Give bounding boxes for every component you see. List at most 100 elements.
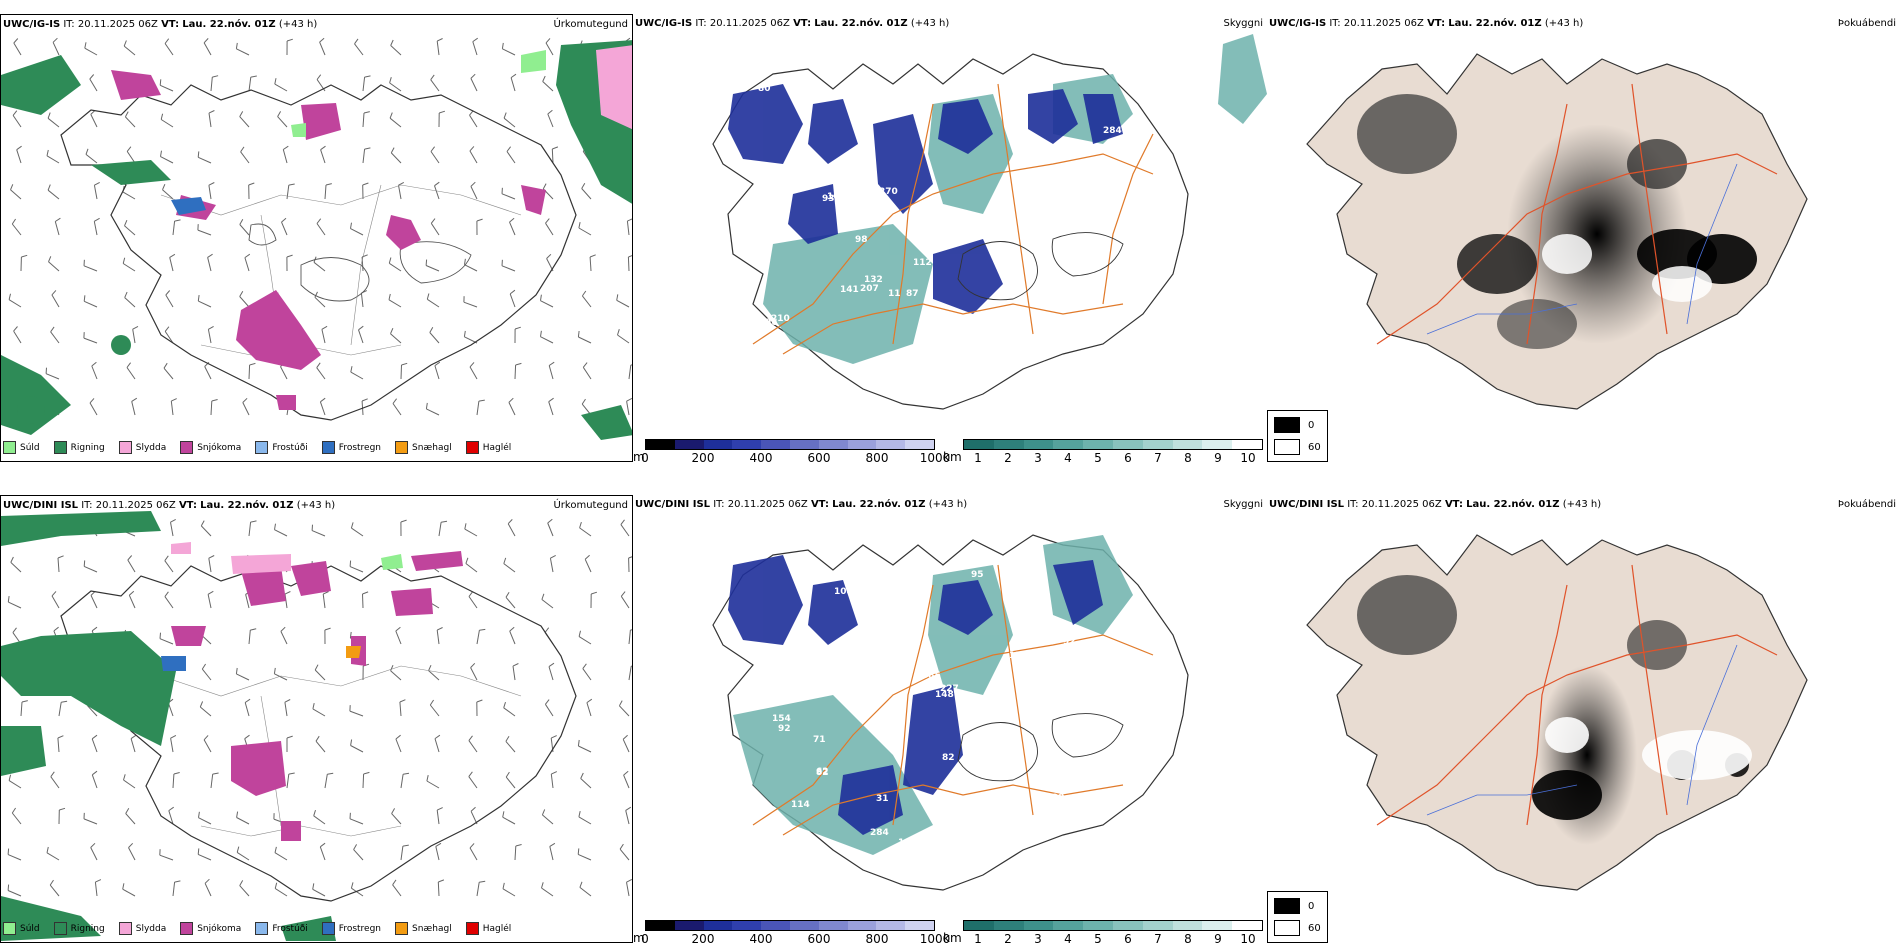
wind-barb — [319, 846, 326, 861]
wind-barb-flag — [350, 882, 354, 889]
wind-barb — [469, 150, 478, 164]
wind-barb — [91, 774, 98, 789]
visibility-value-label: 87 — [906, 289, 919, 299]
wind-barb — [208, 558, 212, 573]
panel-header: UWC/DINI ISL IT: 20.11.2025 06Z VT: Lau.… — [635, 499, 968, 510]
wind-barb — [239, 885, 250, 897]
colorbar-segment — [1232, 921, 1262, 930]
wind-barb — [316, 223, 326, 236]
legend-item: Rigning — [53, 441, 105, 454]
wind-barb-flag — [579, 881, 583, 888]
colorbar-segment — [1112, 440, 1143, 449]
wind-barb-flag — [242, 397, 248, 403]
visibility-value-label: 82 — [853, 121, 866, 131]
wind-barb-flag — [623, 770, 629, 776]
wind-barb-flag — [503, 701, 506, 708]
wind-barb — [620, 596, 630, 609]
wind-barb-flag — [545, 38, 551, 44]
wind-barb — [541, 887, 554, 897]
wind-barb — [509, 293, 516, 308]
colorbar-tick-label: 6 — [1124, 932, 1132, 943]
colorbar-tick-label: 4 — [1064, 932, 1072, 943]
wind-barb-flag — [620, 591, 626, 597]
wind-barb-flag — [122, 883, 125, 890]
wind-barb — [428, 670, 440, 681]
wind-barb-flag — [55, 217, 61, 222]
wind-barb — [164, 560, 174, 573]
wind-barb — [239, 116, 250, 128]
colorbar-segment — [1053, 440, 1084, 449]
wind-barb-flag — [548, 397, 554, 403]
wind-barb-flag — [479, 628, 486, 631]
wind-barb — [505, 596, 516, 609]
legend-item: Snjókoma — [180, 922, 241, 935]
wind-barb-flag — [49, 879, 54, 886]
visibility-value-label: 82 — [816, 768, 829, 778]
wind-barb-flag — [349, 631, 352, 639]
wind-barb — [468, 596, 478, 609]
wind-barb-flag — [46, 846, 49, 853]
wind-barb-flag — [542, 183, 547, 190]
wind-barb — [199, 706, 212, 717]
legend-item: Frostúði — [255, 922, 308, 935]
wind-barb-flag — [626, 878, 632, 883]
wind-barb — [83, 337, 98, 344]
fog-legend-row: 0 — [1274, 417, 1321, 433]
wind-barb — [248, 522, 252, 537]
wind-barb — [540, 336, 554, 344]
wind-barb-flag — [390, 147, 395, 154]
fog-legend-row: 60 — [1274, 920, 1321, 936]
wind-barb-flag — [545, 699, 550, 705]
wind-barb-flag — [470, 806, 476, 812]
wind-barb — [438, 522, 442, 537]
wind-barb-flag — [10, 184, 14, 190]
panel-parameter-title: Skyggni — [1223, 499, 1263, 510]
wind-barb — [50, 776, 60, 789]
colorbar-segment — [876, 440, 906, 449]
wind-barb-flag — [625, 806, 632, 811]
wind-barb — [620, 524, 630, 537]
wind-barb-flag — [362, 591, 369, 595]
colorbar-tick-label: 400 — [749, 451, 773, 462]
visibility-value-labels: 112 93 72 59 73 82 87 98 207 100 108 69 80 54 88 94 105 3… — [758, 84, 1131, 371]
colorbar-tick-label: 5 — [1094, 451, 1102, 462]
colorbar-segment — [847, 921, 877, 930]
visibility-value-label: 200 — [884, 570, 903, 580]
wind-barb-flag — [95, 879, 102, 883]
wind-barb-flag — [199, 701, 204, 708]
visibility-value-label: 102 — [1054, 319, 1073, 329]
legend-swatch — [180, 922, 194, 935]
wind-barb-flag — [391, 808, 396, 814]
visibility-m-colorbar: 0 200 400 600 800 1000 m — [633, 439, 950, 462]
wind-barb — [619, 705, 630, 717]
colorbar-segment — [1202, 440, 1233, 449]
wind-barb — [582, 668, 592, 681]
legend-item: Snjókoma — [180, 441, 241, 454]
wind-barb-flag — [426, 774, 429, 782]
wind-barb-flag — [435, 842, 442, 847]
wind-barb-flag — [159, 79, 162, 86]
legend-label: Frostregn — [338, 923, 382, 934]
wind-barb-flag — [400, 519, 407, 523]
colorbar-m-unit: m — [633, 931, 645, 943]
wind-barb-flag — [506, 146, 512, 152]
wind-barb-flag — [50, 771, 55, 777]
colorbar-tick-label: 8 — [1184, 451, 1192, 462]
visibility-value-label: 114 — [791, 800, 810, 810]
wind-barb — [90, 847, 98, 861]
wind-barb — [505, 741, 516, 753]
wind-barb — [350, 371, 364, 380]
wind-barb — [284, 702, 288, 717]
wind-barb-flag — [320, 145, 326, 151]
visibility-panel-top: UWC/IG-IS IT: 20.11.2025 06Z VT: Lau. 22… — [633, 14, 1267, 462]
wind-barb — [514, 364, 517, 380]
wind-barb — [582, 367, 592, 380]
visibility-value-label: 80 — [758, 84, 771, 94]
wind-barb — [210, 400, 213, 416]
wind-barb — [430, 223, 440, 236]
wind-barb-flag — [550, 735, 557, 739]
wind-barb-flag — [315, 735, 320, 742]
visibility-value-label: 95 — [971, 570, 984, 580]
wind-barb-flag — [321, 325, 328, 330]
rain-areas — [1, 40, 632, 440]
